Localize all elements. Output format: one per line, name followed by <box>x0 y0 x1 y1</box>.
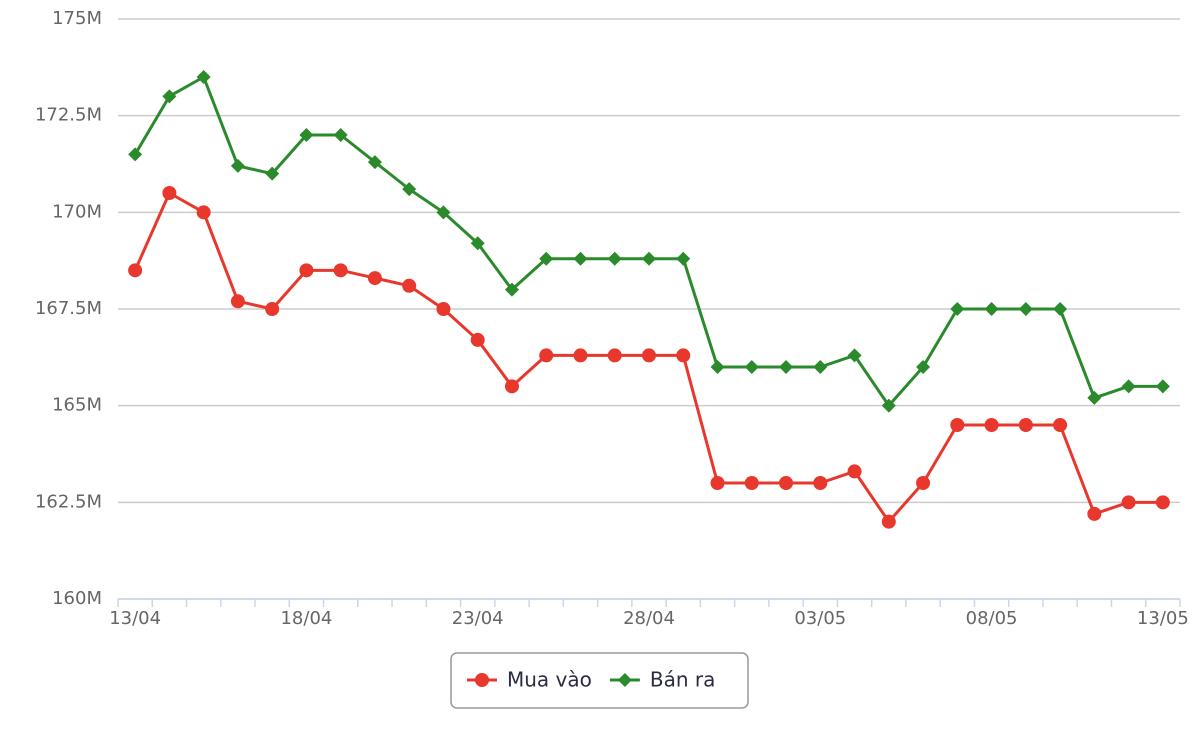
data-point <box>916 476 931 490</box>
data-point <box>881 398 896 413</box>
data-point <box>607 348 622 363</box>
x-tick-label: 03/05 <box>794 608 846 629</box>
data-point <box>779 360 794 374</box>
y-tick-label: 165M <box>52 395 102 416</box>
data-point <box>436 302 451 316</box>
data-point <box>676 348 691 363</box>
data-point <box>950 302 965 316</box>
x-tick-label: 13/04 <box>109 608 161 629</box>
data-point <box>847 464 862 479</box>
data-point <box>402 182 417 197</box>
data-point <box>1018 302 1033 316</box>
data-point <box>744 360 759 374</box>
y-tick-label: 172.5M <box>35 105 102 126</box>
data-point <box>196 70 211 84</box>
data-point <box>813 476 828 490</box>
data-point <box>1053 302 1068 316</box>
data-point <box>573 251 588 266</box>
legend-box <box>450 652 749 709</box>
data-point <box>230 158 245 173</box>
data-point <box>984 418 999 432</box>
data-point <box>128 147 143 162</box>
data-point <box>230 294 245 309</box>
data-point <box>367 155 382 170</box>
data-point <box>642 348 656 363</box>
data-point <box>539 348 554 363</box>
data-point <box>984 302 999 316</box>
x-tick-label: 08/05 <box>966 608 1018 629</box>
data-point <box>607 251 622 266</box>
data-point <box>1155 495 1170 510</box>
y-tick-label: 167.5M <box>35 298 102 319</box>
data-point <box>504 379 519 394</box>
y-tick-label: 162.5M <box>35 491 102 512</box>
data-point <box>196 205 211 220</box>
data-point <box>881 514 896 529</box>
data-point <box>642 251 656 266</box>
data-point <box>1155 379 1170 394</box>
data-point <box>710 476 725 490</box>
data-point <box>333 128 348 142</box>
data-point <box>916 360 931 374</box>
legend-marker <box>475 673 489 687</box>
data-point <box>265 166 280 181</box>
data-point <box>436 205 451 220</box>
data-point <box>1121 495 1136 510</box>
legend-marker <box>617 673 632 687</box>
data-point <box>779 476 794 490</box>
data-point <box>710 360 725 374</box>
data-point <box>539 251 554 266</box>
x-tick-label: 28/04 <box>623 608 675 629</box>
data-point <box>847 348 862 363</box>
data-point <box>128 263 143 278</box>
legend-label: Mua vào <box>507 668 592 692</box>
data-point <box>402 278 417 293</box>
y-tick-label: 175M <box>52 8 102 29</box>
data-point <box>504 282 519 297</box>
data-point <box>299 128 314 142</box>
y-tick-label: 160M <box>52 588 102 609</box>
data-point <box>162 89 177 104</box>
data-point <box>813 360 828 374</box>
data-point <box>1087 506 1102 521</box>
x-tick-label: 23/04 <box>452 608 504 629</box>
x-tick-label: 13/05 <box>1137 608 1189 629</box>
data-point <box>1018 418 1033 432</box>
data-point <box>1087 390 1102 405</box>
data-point <box>744 476 759 490</box>
data-point <box>333 263 348 278</box>
data-point <box>1121 379 1136 394</box>
x-tick-label: 18/04 <box>280 608 332 629</box>
data-point <box>573 348 588 363</box>
data-point <box>1053 418 1068 432</box>
data-point <box>470 236 485 251</box>
data-point <box>367 271 382 286</box>
data-point <box>162 186 177 200</box>
y-tick-label: 170M <box>52 201 102 222</box>
data-point <box>299 263 314 278</box>
data-point <box>950 418 965 432</box>
data-point <box>265 302 280 316</box>
data-point <box>676 251 691 266</box>
legend-label: Bán ra <box>650 668 716 692</box>
data-point <box>470 332 485 347</box>
